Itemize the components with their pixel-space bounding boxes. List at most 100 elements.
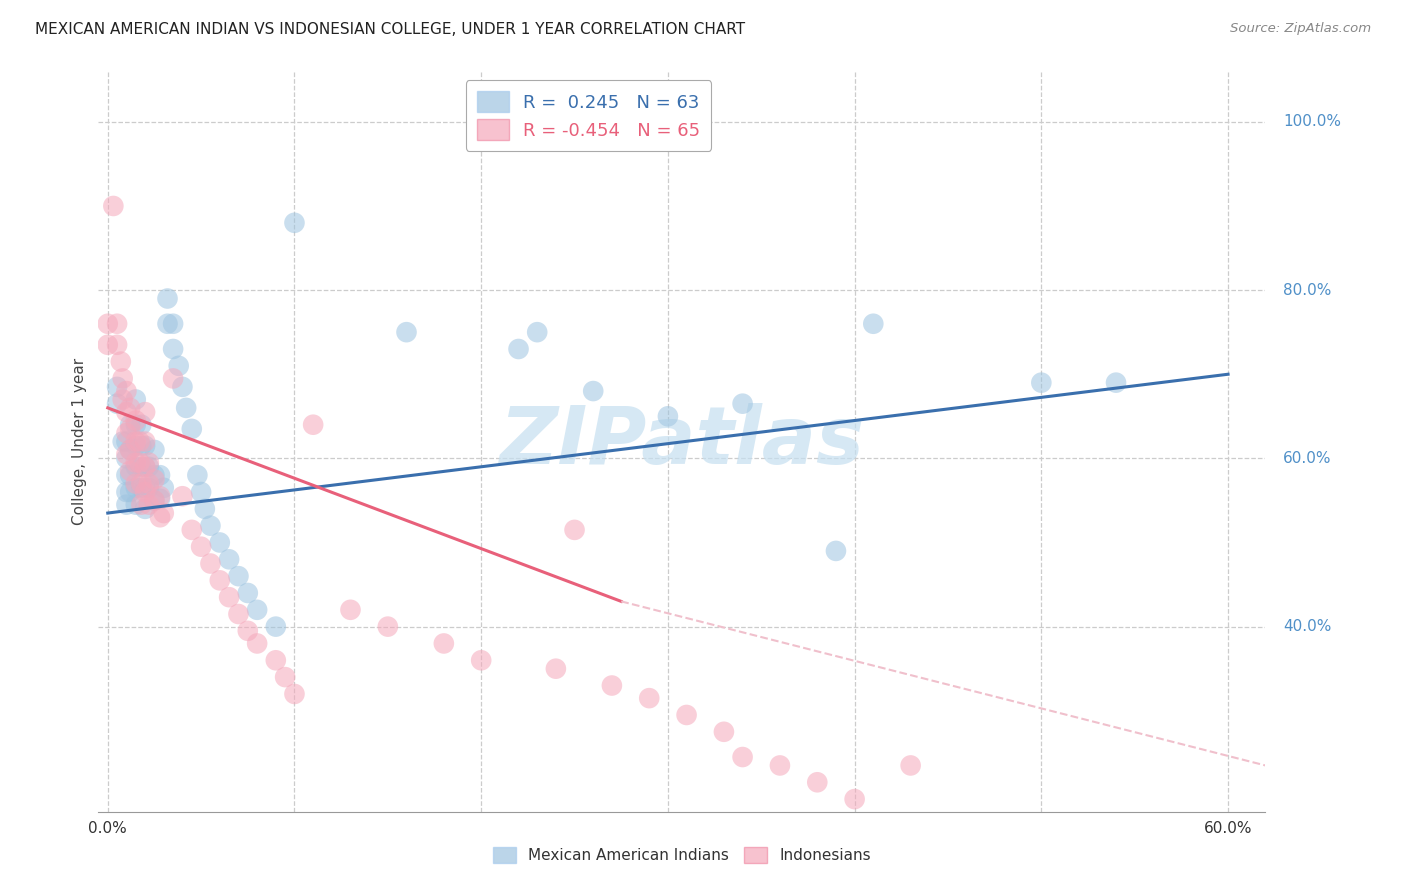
Point bbox=[149, 468, 172, 483]
Point bbox=[246, 603, 269, 617]
Text: 100.0%: 100.0% bbox=[1282, 114, 1341, 129]
Point bbox=[134, 434, 156, 449]
Point bbox=[110, 354, 132, 368]
Point bbox=[120, 468, 142, 483]
Point bbox=[105, 317, 128, 331]
Point bbox=[143, 493, 166, 508]
Point bbox=[825, 544, 848, 558]
Point bbox=[120, 417, 142, 432]
Point bbox=[190, 540, 212, 554]
Point bbox=[143, 468, 166, 483]
Point bbox=[134, 501, 156, 516]
Point bbox=[283, 216, 305, 230]
Point bbox=[149, 489, 172, 503]
Point bbox=[120, 442, 142, 457]
Point bbox=[236, 586, 259, 600]
Point bbox=[470, 653, 492, 667]
Point bbox=[1031, 376, 1053, 390]
Point bbox=[156, 292, 179, 306]
Point bbox=[131, 439, 153, 453]
Point bbox=[115, 405, 138, 419]
Point bbox=[111, 371, 134, 385]
Point bbox=[143, 442, 166, 457]
Point bbox=[283, 687, 305, 701]
Text: ZIPatlas: ZIPatlas bbox=[499, 402, 865, 481]
Point bbox=[138, 481, 160, 495]
Point bbox=[115, 498, 138, 512]
Point bbox=[713, 724, 735, 739]
Point bbox=[131, 417, 153, 432]
Point bbox=[105, 397, 128, 411]
Point bbox=[186, 468, 208, 483]
Point bbox=[125, 434, 148, 449]
Point bbox=[544, 662, 567, 676]
Point bbox=[115, 426, 138, 441]
Point bbox=[218, 552, 240, 566]
Text: Source: ZipAtlas.com: Source: ZipAtlas.com bbox=[1230, 22, 1371, 36]
Point bbox=[731, 750, 754, 764]
Point bbox=[134, 405, 156, 419]
Point bbox=[134, 439, 156, 453]
Point bbox=[125, 481, 148, 495]
Point bbox=[120, 401, 142, 415]
Point bbox=[433, 636, 456, 650]
Point bbox=[125, 498, 148, 512]
Point bbox=[138, 476, 160, 491]
Point bbox=[218, 590, 240, 604]
Point bbox=[564, 523, 586, 537]
Point bbox=[125, 476, 148, 491]
Point bbox=[134, 459, 156, 474]
Point bbox=[246, 636, 269, 650]
Point bbox=[228, 607, 250, 621]
Point bbox=[149, 491, 172, 506]
Text: 40.0%: 40.0% bbox=[1282, 619, 1331, 634]
Legend: Mexican American Indians, Indonesians: Mexican American Indians, Indonesians bbox=[485, 839, 879, 871]
Point bbox=[395, 325, 418, 339]
Point bbox=[138, 459, 160, 474]
Point bbox=[105, 380, 128, 394]
Point bbox=[138, 456, 160, 470]
Point bbox=[97, 317, 120, 331]
Point bbox=[302, 417, 325, 432]
Point bbox=[180, 523, 202, 537]
Point bbox=[131, 481, 153, 495]
Point bbox=[125, 392, 148, 407]
Point bbox=[115, 451, 138, 466]
Y-axis label: College, Under 1 year: College, Under 1 year bbox=[72, 358, 87, 525]
Point bbox=[125, 413, 148, 427]
Point bbox=[128, 434, 150, 449]
Text: 80.0%: 80.0% bbox=[1282, 283, 1331, 298]
Point bbox=[152, 506, 174, 520]
Point bbox=[120, 485, 142, 500]
Point bbox=[105, 338, 128, 352]
Point bbox=[900, 758, 922, 772]
Point bbox=[200, 518, 222, 533]
Point bbox=[134, 481, 156, 495]
Point bbox=[162, 371, 184, 385]
Point bbox=[115, 447, 138, 461]
Point bbox=[167, 359, 190, 373]
Point bbox=[120, 442, 142, 457]
Point bbox=[134, 459, 156, 474]
Point bbox=[274, 670, 297, 684]
Point bbox=[208, 535, 231, 549]
Point bbox=[172, 380, 194, 394]
Point bbox=[128, 456, 150, 470]
Point bbox=[208, 574, 231, 588]
Point bbox=[131, 498, 153, 512]
Point bbox=[1105, 376, 1128, 390]
Point bbox=[264, 653, 287, 667]
Point bbox=[143, 472, 166, 486]
Point bbox=[162, 342, 184, 356]
Point bbox=[769, 758, 792, 772]
Point bbox=[339, 603, 361, 617]
Point bbox=[731, 397, 754, 411]
Point bbox=[156, 317, 179, 331]
Point bbox=[264, 619, 287, 633]
Point bbox=[120, 464, 142, 478]
Point bbox=[190, 485, 212, 500]
Point bbox=[228, 569, 250, 583]
Point bbox=[236, 624, 259, 638]
Point bbox=[143, 493, 166, 508]
Point bbox=[115, 434, 138, 449]
